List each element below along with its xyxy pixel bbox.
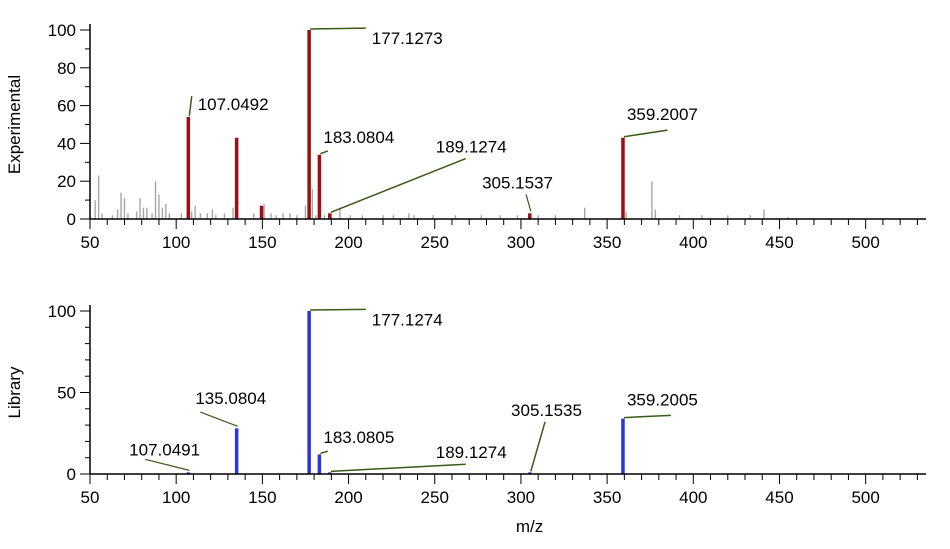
x-tick-label: 300 (507, 233, 535, 252)
x-tick-label: 150 (248, 488, 276, 507)
annotation-leader (530, 421, 546, 472)
x-tick-label: 250 (421, 488, 449, 507)
x-tick-label: 250 (421, 233, 449, 252)
experimental-panel: 107.0492 177.1273 183.0804 189.1274 305.1537… (5, 21, 926, 252)
peak-label: 305.1537 (482, 173, 553, 192)
annotation-leader (200, 411, 238, 427)
peak-label: 183.0804 (323, 128, 394, 147)
peak-label: 177.1273 (372, 29, 443, 48)
y-tick-label: 80 (57, 59, 76, 78)
x-axis-title: m/z (516, 517, 543, 536)
y-tick-label: 100 (48, 21, 76, 40)
x-tick-label: 50 (81, 233, 100, 252)
annotation-leader (310, 27, 366, 30)
peak-label: 189.1274 (436, 443, 507, 462)
x-tick-label: 300 (507, 488, 535, 507)
y-axis-title: Library (5, 366, 24, 418)
y-tick-label: 0 (67, 465, 76, 484)
x-tick-label: 400 (679, 233, 707, 252)
annotation-leader (320, 450, 329, 455)
y-tick-label: 50 (57, 384, 76, 403)
y-axis-title: Experimental (5, 75, 24, 174)
annotation-leader (320, 150, 329, 155)
y-tick-label: 0 (67, 210, 76, 229)
y-tick-label: 40 (57, 134, 76, 153)
x-tick-label: 400 (679, 488, 707, 507)
annotation-leader (525, 194, 532, 212)
annotation-leader (310, 308, 366, 311)
x-tick-label: 450 (765, 233, 793, 252)
annotation-leader (330, 463, 466, 473)
x-tick-label: 150 (248, 233, 276, 252)
annotation-leader (330, 157, 467, 214)
peak-label: 359.2007 (627, 105, 698, 124)
y-tick-label: 100 (48, 302, 76, 321)
annotation-leader (623, 129, 668, 138)
peak-label: 107.0492 (198, 95, 269, 114)
peak-label: 305.1535 (511, 401, 582, 420)
annotation-leader (623, 414, 671, 419)
x-tick-label: 350 (593, 233, 621, 252)
peak-label: 359.2005 (627, 390, 698, 409)
peak-label: 107.0491 (129, 440, 200, 459)
y-tick-label: 60 (57, 97, 76, 116)
x-tick-label: 450 (765, 488, 793, 507)
annotation-leader (145, 458, 190, 471)
peak-label: 135.0804 (195, 389, 266, 408)
x-tick-label: 100 (162, 488, 190, 507)
x-tick-label: 100 (162, 233, 190, 252)
annotation-leader (188, 96, 193, 117)
peak-label: 189.1274 (436, 138, 507, 157)
x-tick-label: 350 (593, 488, 621, 507)
x-tick-label: 200 (334, 233, 362, 252)
y-tick-label: 20 (57, 172, 76, 191)
library-panel: 107.0491 135.0804 177.1274 183.0805 189.1274… (5, 302, 926, 536)
x-tick-label: 500 (851, 488, 879, 507)
x-tick-label: 50 (81, 488, 100, 507)
peak-label: 177.1274 (372, 310, 443, 329)
x-tick-label: 500 (851, 233, 879, 252)
x-tick-label: 200 (334, 488, 362, 507)
peak-label: 183.0805 (323, 428, 394, 447)
